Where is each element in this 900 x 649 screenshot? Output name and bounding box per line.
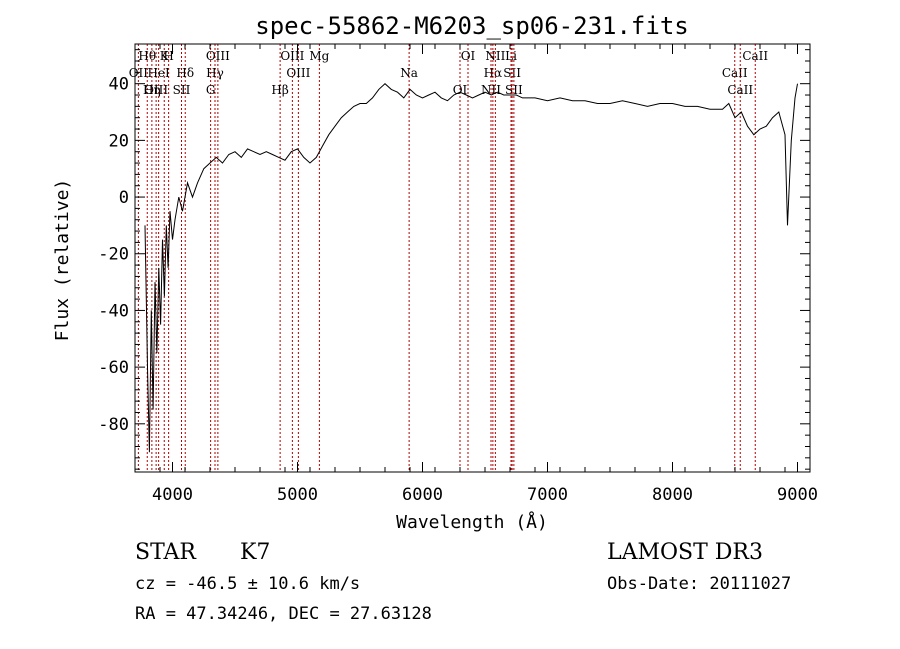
- y-tick-label: 0: [119, 188, 129, 208]
- spectral-line-label: Li: [505, 49, 517, 63]
- coordinates: RA = 47.34246, DEC = 27.63128: [135, 604, 432, 624]
- y-tick-label: 20: [109, 131, 129, 151]
- spectral-line-label: SII: [505, 83, 523, 97]
- x-tick-label: 4000: [152, 485, 193, 505]
- spectral-line-label: Hγ: [206, 66, 224, 80]
- chart-title: spec-55862-M6203_sp06-231.fits: [255, 12, 688, 40]
- redshift-value: cz = -46.5 ± 10.6 km/s: [135, 574, 361, 594]
- spectral-line-label: Mg: [309, 49, 329, 63]
- spectral-line-label: OIII: [286, 66, 310, 80]
- spectral-line-label: OI: [461, 49, 476, 63]
- spectral-line-label: CaII: [727, 83, 753, 97]
- spectral-line-label: OIII: [144, 83, 168, 97]
- spectral-line-label: Hβ: [271, 83, 288, 97]
- spectral-line-label: OIII: [206, 49, 230, 63]
- y-tick-label: -20: [98, 245, 129, 265]
- y-tick-label: -40: [98, 301, 129, 321]
- spectral-line-label: Hθ: [138, 49, 156, 63]
- object-subclass: K7: [240, 540, 271, 565]
- spectral-line-label: H: [163, 49, 173, 63]
- spectral-line-label: Hη: [143, 83, 161, 97]
- spectral-line-label: CaII: [722, 66, 748, 80]
- axis-ticks: 4000 5000 6000 7000 8000 9000 -80 -60 -40 -20 0 20 4…: [98, 44, 818, 505]
- spectral-line-label: OIII: [280, 49, 304, 63]
- spectral-line-label: OII: [129, 66, 149, 80]
- y-tick-label: -80: [98, 415, 129, 435]
- x-axis-label: Wavelength (Å): [396, 511, 548, 533]
- obs-date: Obs-Date: 20111027: [607, 574, 792, 594]
- spectral-line-label: CaII: [742, 49, 768, 63]
- spectral-line-label: NII: [481, 83, 501, 97]
- spectral-line-label: NII: [485, 49, 505, 63]
- y-axis-label: Flux (relative): [52, 179, 73, 342]
- x-tick-label: 6000: [402, 485, 443, 505]
- spectral-line-label: SII: [503, 66, 521, 80]
- y-tick-label: 40: [109, 75, 129, 95]
- y-tick-label: -60: [98, 358, 129, 378]
- spectral-line-label: G: [206, 83, 216, 97]
- x-tick-label: 9000: [777, 485, 818, 505]
- spectral-line-label: SII: [173, 83, 191, 97]
- spectral-line-label: Na: [400, 66, 418, 80]
- object-class: STAR: [135, 540, 196, 565]
- plot-frame: [134, 43, 811, 473]
- spectral-line-label: HeI: [147, 66, 170, 80]
- x-tick-label: 7000: [527, 485, 568, 505]
- spectral-line-label: Hα: [484, 66, 503, 80]
- spectral-line-label: K: [160, 49, 170, 63]
- x-tick-label: 5000: [277, 485, 318, 505]
- spectrum-series: [144, 83, 798, 453]
- x-tick-label: 8000: [652, 485, 693, 505]
- survey-name: LAMOST DR3: [607, 540, 763, 565]
- spectral-line-markers: Hθ OII OIII K HeI Hη HHδ SII OIII Hγ G OIII OIII Hβ Mg…: [129, 44, 768, 472]
- spectral-line-label: Hδ: [176, 66, 194, 80]
- spectrum-chart: spec-55862-M6203_sp06-231.fits Hθ OII OIII…: [52, 12, 818, 533]
